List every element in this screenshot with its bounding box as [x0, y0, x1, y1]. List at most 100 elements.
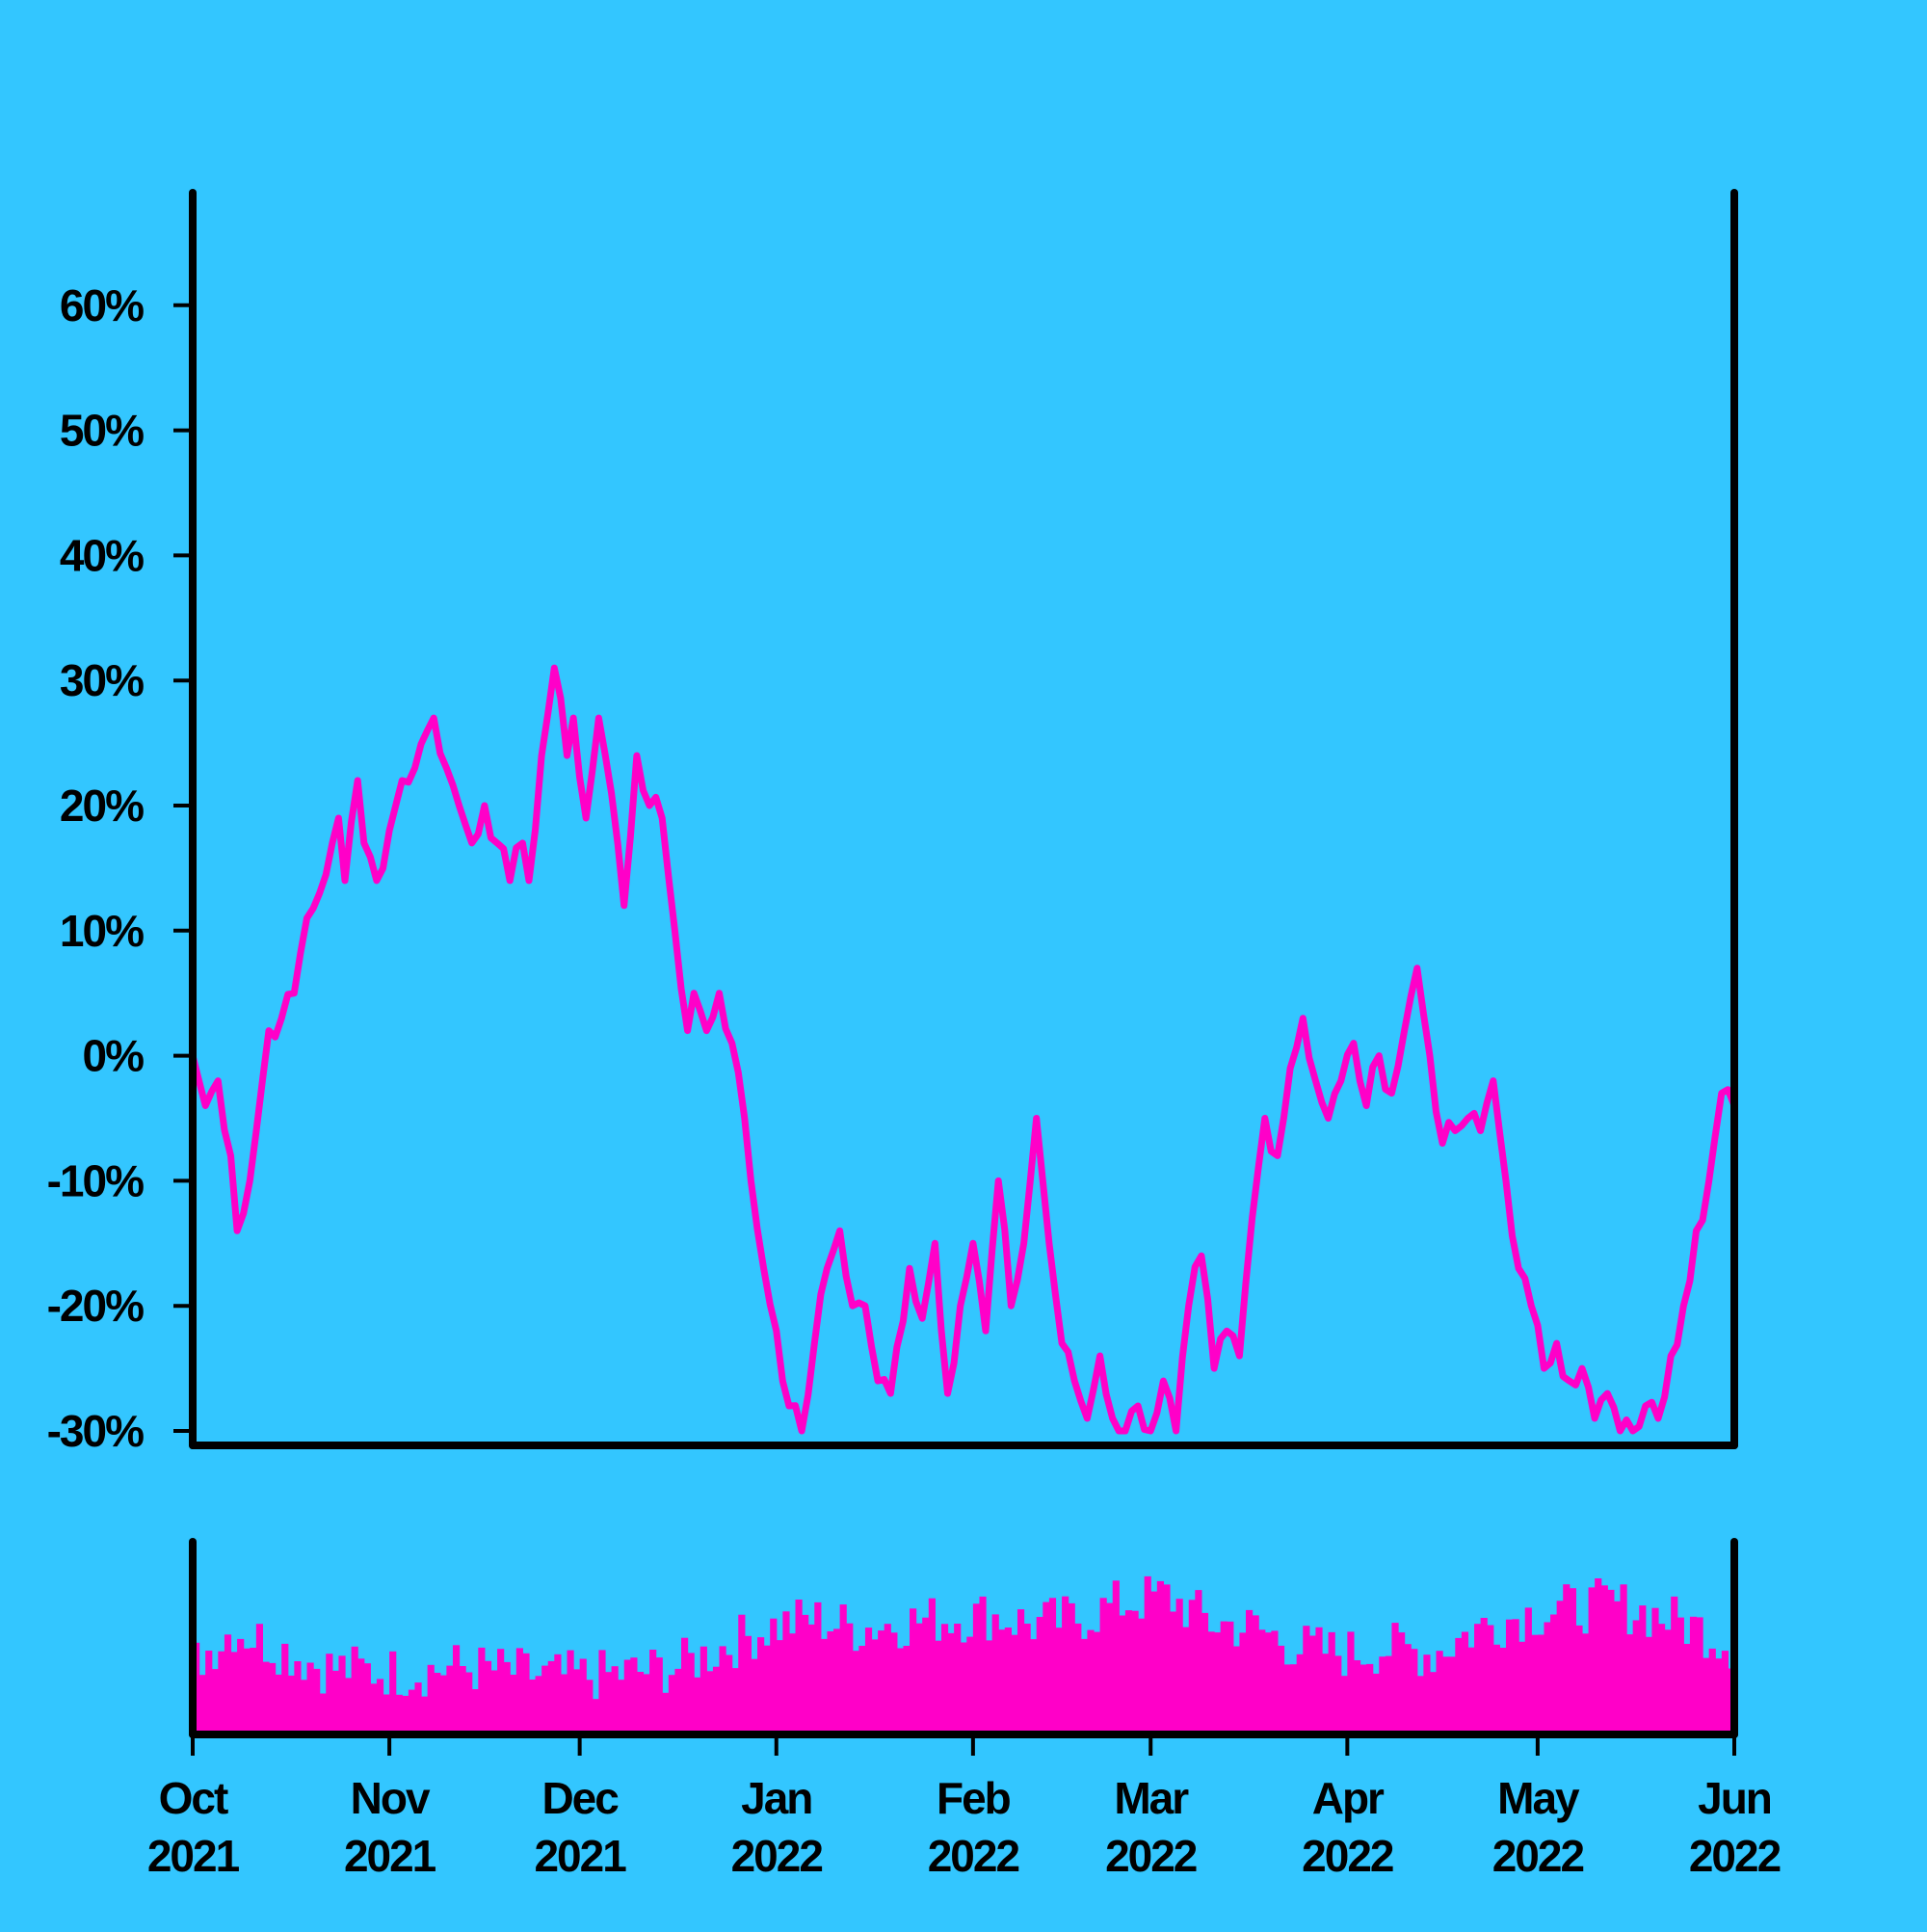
- volume-bar: [1315, 1627, 1323, 1734]
- volume-bar: [1645, 1636, 1652, 1734]
- volume-bar: [1657, 1624, 1666, 1734]
- volume-bar: [871, 1639, 879, 1734]
- volume-bar: [567, 1650, 574, 1734]
- volume-bar: [687, 1653, 695, 1734]
- volume-bar: [1322, 1654, 1330, 1734]
- volume-bar: [478, 1647, 486, 1734]
- volume-bar: [1550, 1614, 1558, 1734]
- axes: [173, 189, 1738, 1756]
- volume-bar: [922, 1617, 930, 1734]
- volume-bar: [434, 1673, 441, 1734]
- price-line: [189, 664, 1738, 1435]
- x-tick-year: 2022: [1492, 1831, 1584, 1881]
- volume-bar: [1461, 1631, 1469, 1734]
- volume-bar: [649, 1650, 657, 1734]
- volume-bar: [1569, 1588, 1576, 1734]
- volume-bar: [744, 1635, 752, 1734]
- volume-bar: [421, 1696, 429, 1734]
- volume-bar: [1404, 1644, 1412, 1734]
- volume-bar: [313, 1668, 321, 1734]
- volume-bar: [1639, 1605, 1647, 1734]
- volume-bar: [802, 1614, 809, 1734]
- volume-bar: [998, 1629, 1006, 1734]
- volume-bar: [1227, 1621, 1234, 1734]
- volume-bar: [1334, 1655, 1342, 1734]
- volume-bar: [465, 1672, 473, 1734]
- volume-bar: [795, 1600, 803, 1734]
- y-tick-label: 40%: [60, 530, 144, 580]
- volume-bar: [1036, 1617, 1043, 1734]
- volume-bar: [1232, 1646, 1241, 1734]
- volume-bar: [1246, 1609, 1254, 1734]
- volume-bar: [1537, 1634, 1545, 1734]
- y-tick-label: 30%: [60, 655, 144, 705]
- volume-bar: [351, 1646, 358, 1734]
- x-tick-month: Mar: [1114, 1773, 1189, 1823]
- volume-bar: [490, 1670, 498, 1734]
- volume-bar: [586, 1680, 594, 1734]
- volume-bar: [1651, 1607, 1659, 1734]
- y-tick-label: 60%: [60, 280, 144, 331]
- volume-bar: [1195, 1590, 1202, 1734]
- volume-bar: [782, 1611, 790, 1734]
- y-tick-label: 20%: [60, 781, 144, 831]
- volume-bar: [763, 1645, 771, 1734]
- volume-bar: [1366, 1663, 1374, 1734]
- volume-bar: [1492, 1644, 1500, 1734]
- volume-bar: [1144, 1575, 1151, 1734]
- volume-bar: [598, 1650, 606, 1734]
- volume-bar: [1112, 1580, 1120, 1734]
- volume-bar: [896, 1648, 905, 1734]
- volume-bar: [1696, 1617, 1703, 1734]
- volume-bar: [363, 1663, 371, 1734]
- volume-bar: [1106, 1602, 1114, 1734]
- volume-bar: [1150, 1591, 1158, 1734]
- volume-bar: [833, 1628, 841, 1734]
- volume-bar: [1068, 1602, 1075, 1734]
- volume-bar: [579, 1658, 587, 1734]
- volume-bar: [1581, 1633, 1590, 1734]
- volume-bar: [814, 1601, 822, 1734]
- volume-bar: [1708, 1648, 1716, 1734]
- volume-bar: [788, 1633, 797, 1734]
- volume-bar: [281, 1643, 289, 1734]
- volume-bar: [1252, 1615, 1259, 1734]
- volume-bar: [1283, 1664, 1291, 1734]
- volume-bar: [1277, 1645, 1285, 1734]
- volume-bar: [402, 1695, 409, 1734]
- volume-bar: [700, 1646, 707, 1734]
- volume-bar: [1340, 1676, 1348, 1734]
- x-tick-year: 2021: [534, 1831, 626, 1881]
- volume-bar: [947, 1632, 955, 1734]
- volume-bar: [1671, 1596, 1678, 1734]
- volume-bar: [694, 1677, 701, 1734]
- volume-bar: [1436, 1651, 1443, 1734]
- volume-bar: [1505, 1619, 1514, 1734]
- x-tick-month: Feb: [937, 1773, 1011, 1823]
- volume-bar: [1416, 1676, 1424, 1734]
- volume-bar: [1124, 1610, 1133, 1734]
- volume-bar: [1011, 1634, 1018, 1734]
- volume-bar: [1119, 1615, 1126, 1734]
- volume-bar: [230, 1652, 238, 1734]
- volume-bar: [858, 1646, 866, 1734]
- volume-bar: [776, 1640, 783, 1734]
- volume-bar: [1467, 1647, 1475, 1734]
- volume-bar: [611, 1666, 619, 1734]
- volume-bar: [1093, 1631, 1101, 1734]
- volume-bar: [535, 1676, 542, 1734]
- volume-bar: [1499, 1648, 1507, 1734]
- volume-bar: [1347, 1631, 1355, 1734]
- volume-bar: [510, 1675, 517, 1734]
- volume-bar: [839, 1604, 847, 1734]
- volume-bar: [294, 1661, 302, 1734]
- volume-bar: [1620, 1584, 1627, 1734]
- volume-bar: [1455, 1637, 1463, 1734]
- volume-bar: [414, 1682, 422, 1734]
- volume-bar: [319, 1693, 327, 1734]
- volume-bar: [218, 1651, 225, 1734]
- volume-bar: [1359, 1664, 1367, 1734]
- volume-bar: [370, 1683, 378, 1734]
- volume-bar: [966, 1636, 974, 1734]
- volume-bar: [1600, 1585, 1608, 1734]
